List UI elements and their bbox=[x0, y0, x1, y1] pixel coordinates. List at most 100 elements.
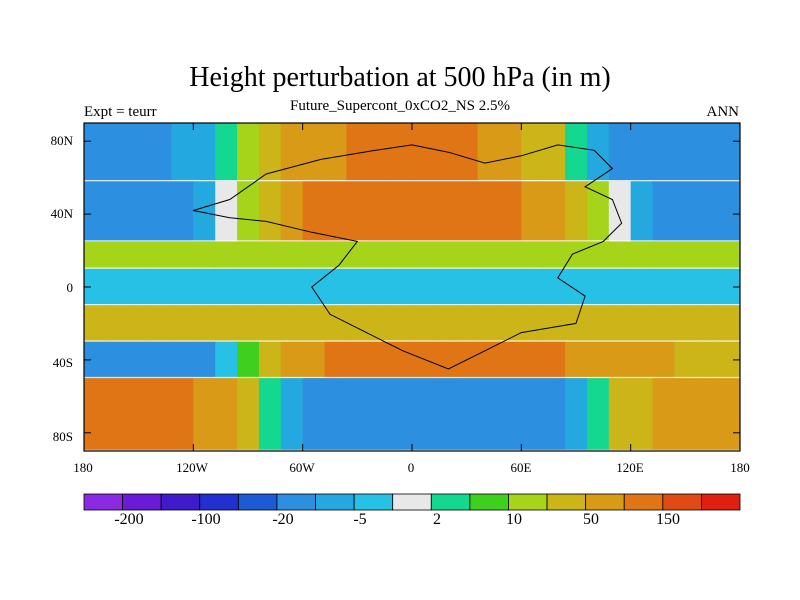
y-tick-label: 80N bbox=[50, 133, 73, 148]
contour-cell bbox=[237, 123, 260, 182]
contour-cell bbox=[171, 123, 194, 182]
colorbar-swatch bbox=[469, 493, 509, 511]
contour-cell bbox=[149, 241, 173, 270]
contour-cell bbox=[280, 341, 304, 379]
contour-cell bbox=[390, 305, 413, 343]
contour-cell bbox=[193, 268, 216, 306]
contour-cell bbox=[171, 268, 194, 306]
contour-cell bbox=[674, 305, 697, 343]
contour-cell bbox=[586, 305, 610, 343]
contour-cell bbox=[215, 123, 238, 182]
contour-cell bbox=[149, 268, 173, 306]
x-tick-label: 180 bbox=[730, 460, 750, 475]
contour-cell bbox=[390, 341, 413, 379]
continent-outline bbox=[193, 144, 623, 370]
contour-cell bbox=[696, 241, 719, 270]
contour-cell bbox=[127, 268, 151, 306]
contour-cell bbox=[346, 305, 369, 343]
contour-cell bbox=[477, 378, 501, 451]
contour-cell bbox=[237, 268, 260, 306]
contour-cell bbox=[368, 341, 391, 379]
contour-cell bbox=[433, 378, 457, 451]
contour-cell bbox=[302, 123, 326, 182]
contour-cell bbox=[477, 123, 501, 182]
contour-cell bbox=[390, 181, 413, 243]
contour-cell bbox=[543, 181, 566, 243]
contour-cell bbox=[390, 378, 413, 451]
contour-cell bbox=[237, 241, 260, 270]
contour-cell bbox=[84, 305, 107, 343]
contour-cell bbox=[368, 305, 391, 343]
contour-cell bbox=[302, 378, 326, 451]
contour-cell bbox=[127, 181, 151, 243]
contour-cell bbox=[412, 268, 435, 306]
colorbar-swatch bbox=[237, 493, 278, 511]
contour-cell bbox=[368, 241, 391, 270]
x-tick-label: 180 bbox=[73, 460, 93, 475]
contour-cell bbox=[674, 181, 697, 243]
contour-cell bbox=[696, 123, 719, 182]
experiment-label: Expt = teurr bbox=[84, 104, 157, 120]
contour-cell bbox=[215, 241, 238, 270]
contour-cell bbox=[346, 181, 369, 243]
contour-cell bbox=[455, 123, 479, 182]
contour-cell bbox=[171, 378, 194, 451]
contour-cell bbox=[368, 378, 391, 451]
colorbar-tick-label: 150 bbox=[656, 511, 680, 528]
contour-cell bbox=[630, 305, 654, 343]
contour-cell bbox=[215, 341, 238, 379]
contour-cell bbox=[258, 341, 282, 379]
contour-cell bbox=[215, 305, 238, 343]
contour-cell bbox=[718, 341, 740, 379]
contour-cell bbox=[586, 268, 610, 306]
contour-cell bbox=[368, 181, 391, 243]
contour-cell bbox=[696, 305, 719, 343]
contour-cell bbox=[412, 341, 435, 379]
contour-cell bbox=[608, 305, 632, 343]
contour-cell bbox=[433, 123, 457, 182]
season-label: ANN bbox=[706, 104, 740, 120]
contour-cell bbox=[718, 181, 740, 243]
contour-cell bbox=[718, 268, 740, 306]
contour-cell bbox=[630, 378, 654, 451]
contour-cell bbox=[302, 241, 326, 270]
contour-cell bbox=[84, 268, 107, 306]
contour-cell bbox=[149, 181, 173, 243]
contour-cell bbox=[84, 181, 107, 243]
contour-cell bbox=[718, 241, 740, 270]
contour-cell bbox=[171, 305, 194, 343]
contour-cell bbox=[608, 181, 632, 243]
contour-cell bbox=[521, 268, 544, 306]
contour-cell bbox=[630, 241, 654, 270]
contour-cell bbox=[258, 241, 282, 270]
contour-cell bbox=[171, 341, 194, 379]
contour-cell bbox=[171, 241, 194, 270]
contour-cell bbox=[84, 123, 107, 182]
contour-cell bbox=[193, 181, 216, 243]
contour-cell bbox=[412, 123, 435, 182]
contour-cell bbox=[368, 123, 391, 182]
contour-cell bbox=[412, 378, 435, 451]
contour-cell bbox=[521, 305, 544, 343]
contour-cell bbox=[565, 241, 588, 270]
colorbar-tick-label: 2 bbox=[433, 511, 441, 528]
contour-cell bbox=[652, 305, 675, 343]
contour-cell bbox=[455, 378, 479, 451]
contour-cell bbox=[433, 305, 457, 343]
contour-cell bbox=[84, 378, 107, 451]
contour-cell bbox=[105, 378, 129, 451]
colorbar-swatch bbox=[199, 493, 239, 511]
contour-cell bbox=[105, 123, 129, 182]
y-tick-label: 80S bbox=[52, 429, 73, 444]
contour-cell bbox=[390, 241, 413, 270]
contour-cell bbox=[258, 268, 282, 306]
contour-cell bbox=[521, 241, 544, 270]
contour-cell bbox=[324, 241, 347, 270]
colorbar-swatch bbox=[160, 493, 201, 511]
colorbar-swatch bbox=[392, 493, 432, 511]
contour-cell bbox=[586, 123, 610, 182]
colorbar-swatch bbox=[353, 493, 394, 511]
contour-cell bbox=[149, 123, 173, 182]
contour-cell bbox=[237, 305, 260, 343]
colorbar-tick-label: 50 bbox=[583, 511, 599, 528]
